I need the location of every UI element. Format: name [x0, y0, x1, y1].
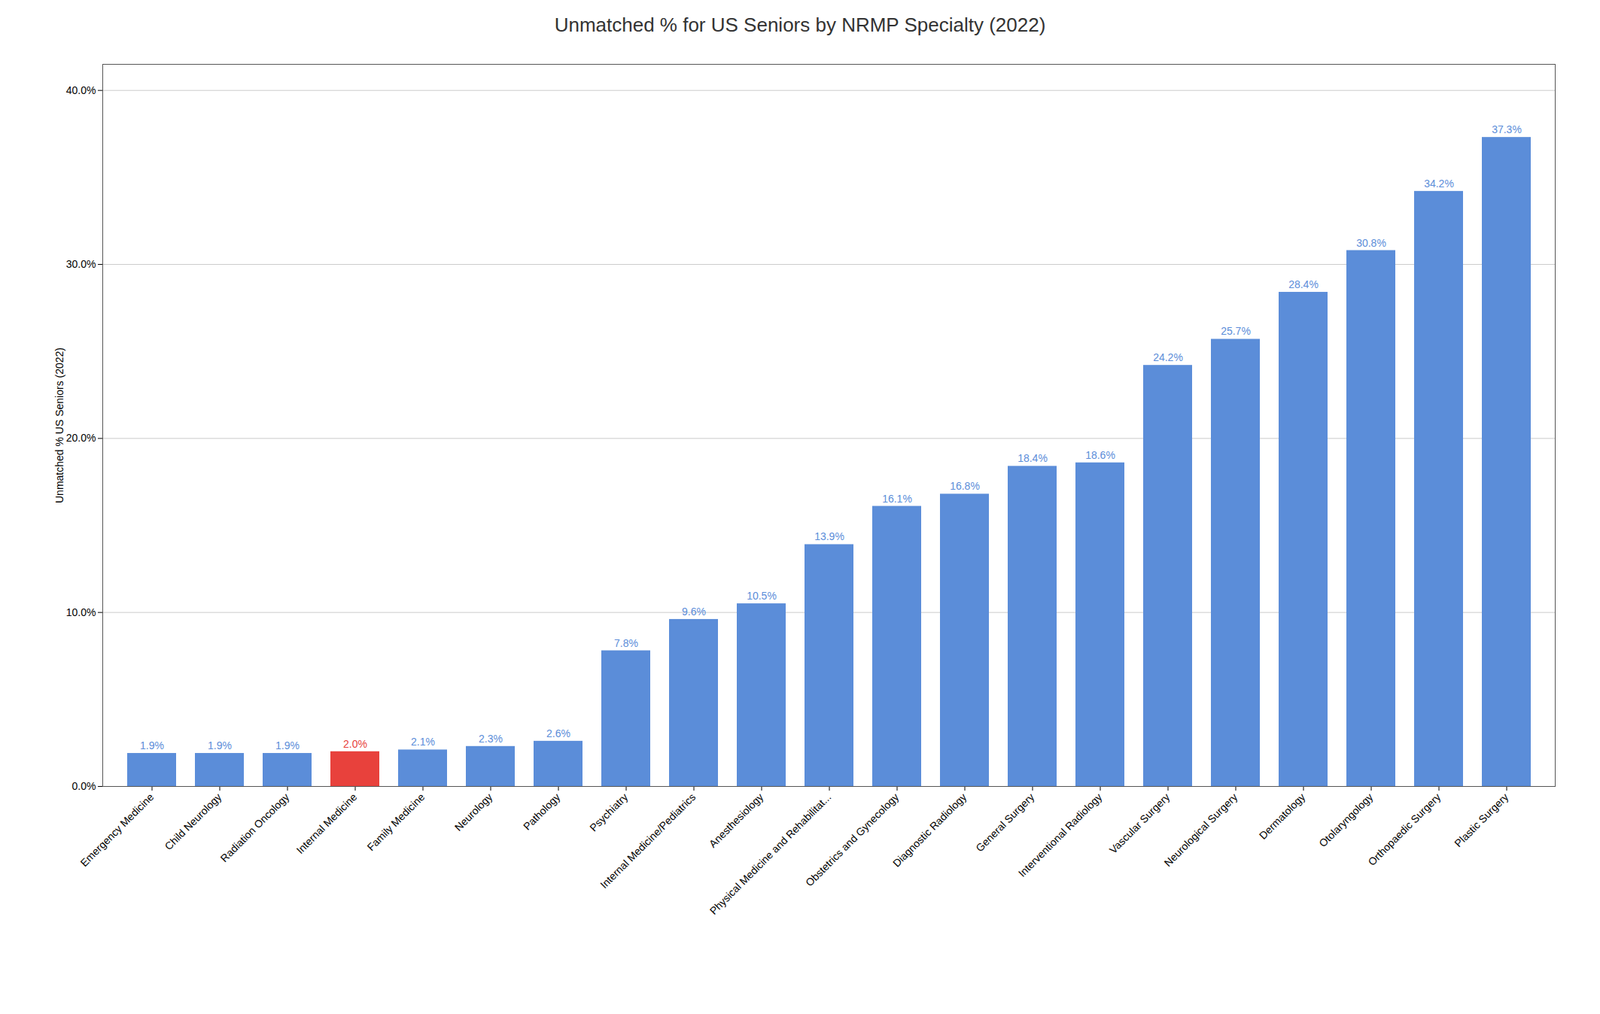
svg-text:0.0%: 0.0%	[72, 780, 97, 793]
svg-text:Pathology: Pathology	[520, 790, 563, 833]
svg-text:16.8%: 16.8%	[949, 480, 980, 493]
svg-text:1.9%: 1.9%	[139, 739, 165, 752]
svg-text:2.0%: 2.0%	[343, 738, 368, 751]
svg-text:Internal Medicine/Pediatrics: Internal Medicine/Pediatrics	[597, 790, 698, 892]
svg-text:Diagnostic Radiology: Diagnostic Radiology	[890, 790, 969, 870]
svg-text:2.6%: 2.6%	[546, 727, 571, 740]
svg-text:2.3%: 2.3%	[478, 733, 503, 746]
svg-text:10.0%: 10.0%	[66, 606, 97, 619]
svg-text:Plastic Surgery: Plastic Surgery	[1451, 790, 1511, 850]
svg-text:1.9%: 1.9%	[275, 739, 300, 752]
svg-text:Interventional Radiology: Interventional Radiology	[1015, 790, 1105, 880]
svg-text:28.4%: 28.4%	[1288, 278, 1319, 291]
svg-text:Neurology: Neurology	[452, 790, 495, 834]
svg-text:Emergency Medicine: Emergency Medicine	[78, 790, 157, 870]
svg-text:30.0%: 30.0%	[66, 258, 97, 271]
svg-text:Neurological Surgery: Neurological Surgery	[1161, 790, 1241, 870]
svg-text:Otolaryngology: Otolaryngology	[1316, 790, 1375, 850]
svg-text:30.8%: 30.8%	[1356, 236, 1387, 249]
svg-text:Family Medicine: Family Medicine	[364, 790, 427, 854]
svg-text:24.2%: 24.2%	[1152, 351, 1184, 364]
svg-text:37.3%: 37.3%	[1491, 123, 1522, 136]
svg-text:13.9%: 13.9%	[814, 530, 845, 543]
svg-text:1.9%: 1.9%	[207, 739, 232, 752]
svg-text:18.4%: 18.4%	[1017, 452, 1048, 465]
svg-text:16.1%: 16.1%	[882, 492, 913, 505]
svg-text:Child Neurology: Child Neurology	[162, 790, 225, 853]
svg-text:Internal Medicine: Internal Medicine	[294, 790, 360, 857]
svg-text:10.5%: 10.5%	[746, 590, 777, 603]
svg-text:Radiation Oncology: Radiation Oncology	[218, 790, 293, 865]
svg-text:25.7%: 25.7%	[1220, 325, 1251, 338]
svg-text:2.1%: 2.1%	[410, 736, 435, 749]
svg-text:Dermatology: Dermatology	[1256, 790, 1308, 842]
svg-text:Physical Medicine and Rehabili: Physical Medicine and Rehabilitat...	[707, 790, 834, 918]
svg-text:7.8%: 7.8%	[614, 637, 639, 650]
svg-text:Psychiatry: Psychiatry	[587, 790, 630, 834]
svg-text:Obstetrics and Gynecology: Obstetrics and Gynecology	[803, 790, 901, 889]
html-text:Unmatched % for US Seniors by: Unmatched % for US Seniors by NRMP Speci…	[554, 13, 1046, 37]
svg-text:General Surgery: General Surgery	[973, 790, 1037, 855]
svg-text:20.0%: 20.0%	[66, 431, 97, 445]
svg-text:18.6%: 18.6%	[1085, 449, 1116, 462]
svg-text:40.0%: 40.0%	[66, 84, 97, 97]
svg-text:Orthopaedic Surgery: Orthopaedic Surgery	[1365, 790, 1444, 869]
svg-text:Anesthesiology: Anesthesiology	[706, 790, 766, 850]
svg-text:9.6%: 9.6%	[681, 605, 706, 618]
svg-text:Unmatched % US Seniors (2022): Unmatched % US Seniors (2022)	[53, 347, 66, 504]
svg-text:Vascular Surgery: Vascular Surgery	[1107, 790, 1173, 857]
svg-text:34.2%: 34.2%	[1423, 177, 1454, 190]
